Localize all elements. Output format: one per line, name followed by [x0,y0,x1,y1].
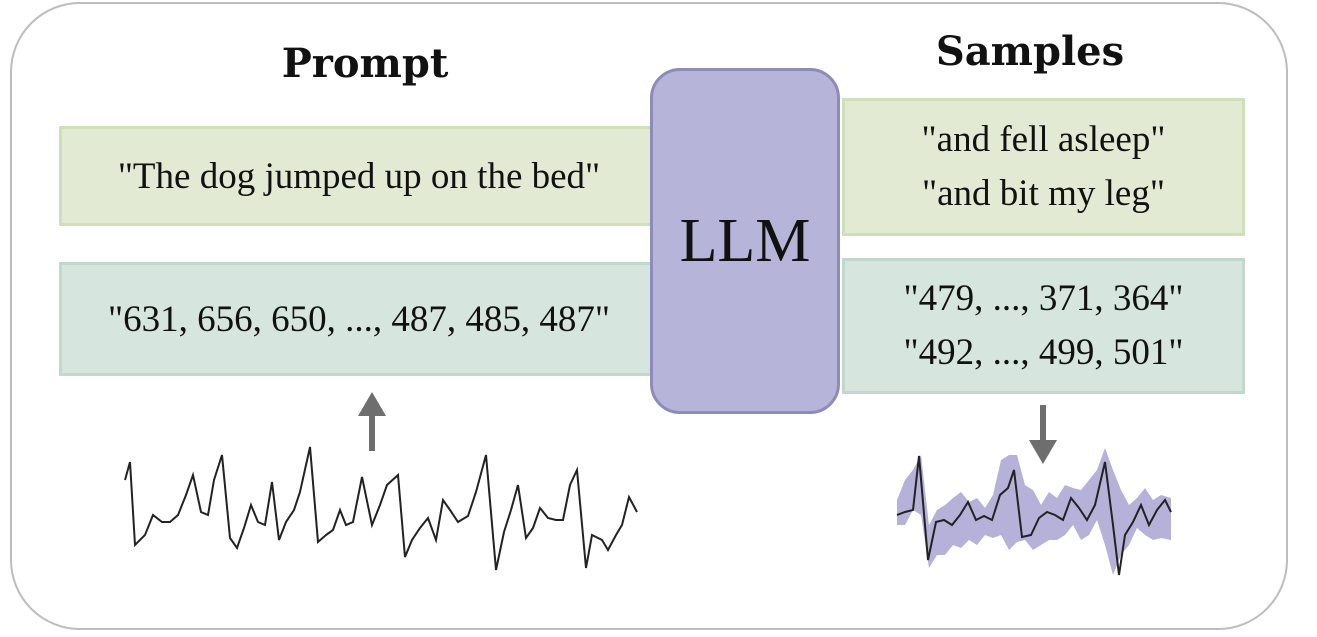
input-time-series [124,446,638,571]
up-arrow-icon [358,392,386,451]
llm-label: LLM [679,206,811,275]
llm-block: LLM [650,68,840,414]
sample-text-line: "and bit my leg" [922,173,1165,214]
down-arrow-icon [1029,405,1057,464]
sample-number-line: "479, ..., 371, 364" [903,278,1184,320]
prompt-text: "The dog jumped up on the bed" [117,155,601,197]
sample-number-box: "479, ..., 371, 364" "492, ..., 499, 501… [842,258,1245,394]
prompt-number-box: "631, 656, 650, ..., 487, 485, 487" [59,262,659,376]
prompt-heading: Prompt [281,40,449,87]
sample-text-line: "and fell asleep" [921,119,1166,161]
samples-heading: Samples [935,28,1125,75]
prompt-numbers: "631, 656, 650, ..., 487, 485, 487" [108,298,610,340]
forecast-line [896,455,1172,576]
forecast-band [897,448,1171,575]
sample-number-line: "492, ..., 499, 501" [903,332,1184,373]
sample-text-box: "and fell asleep" "and bit my leg" [842,98,1245,236]
